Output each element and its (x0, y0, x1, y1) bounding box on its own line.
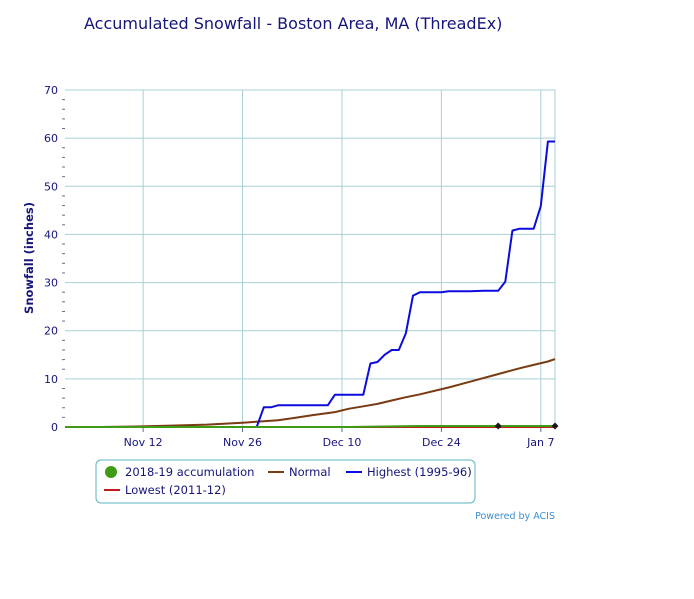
x-tick-label: Dec 10 (323, 436, 362, 449)
legend: 2018-19 accumulation Normal Highest (1995-… (104, 465, 472, 497)
series-line-1 (65, 358, 556, 428)
y-tick-label: 50 (44, 180, 58, 193)
legend-item-label[interactable]: Lowest (2011-12) (125, 483, 226, 497)
y-tick-label: 20 (44, 325, 58, 338)
x-tick-label: Dec 24 (422, 436, 461, 449)
grid (65, 89, 556, 432)
chart-title: Accumulated Snowfall - Boston Area, MA (… (84, 14, 502, 33)
x-tick-label: Nov 26 (223, 436, 262, 449)
y-tick-label: 70 (44, 84, 58, 97)
y-tick-label: 40 (44, 228, 58, 241)
legend-item-label[interactable]: Normal (289, 465, 331, 479)
x-axis-tick-labels: Nov 12 Nov 26 Dec 10 Dec 24 Jan 7 (124, 436, 555, 449)
series-marker (551, 422, 559, 430)
x-tick-label: Nov 12 (124, 436, 163, 449)
y-axis-tick-labels: 0 10 20 30 40 50 60 70 (44, 84, 58, 434)
legend-item-label[interactable]: 2018-19 accumulation (125, 465, 254, 479)
y-tick-label: 10 (44, 373, 58, 386)
legend-item-label[interactable]: Highest (1995-96) (367, 465, 472, 479)
legend-box (95, 459, 476, 504)
y-tick-label: 0 (51, 421, 58, 434)
series-layer (65, 140, 559, 430)
x-tick-label: Jan 7 (526, 436, 554, 449)
y-tick-label: 30 (44, 277, 58, 290)
legend-symbol (105, 466, 117, 478)
y-minor-ticks (62, 99, 65, 418)
series-line-0 (65, 425, 555, 428)
series-line-2 (65, 140, 555, 428)
series-marker (494, 422, 502, 430)
y-axis-label: Snowfall (inches) (22, 202, 36, 314)
powered-by-credit[interactable]: Powered by ACIS (475, 511, 555, 522)
y-tick-label: 60 (44, 132, 58, 145)
